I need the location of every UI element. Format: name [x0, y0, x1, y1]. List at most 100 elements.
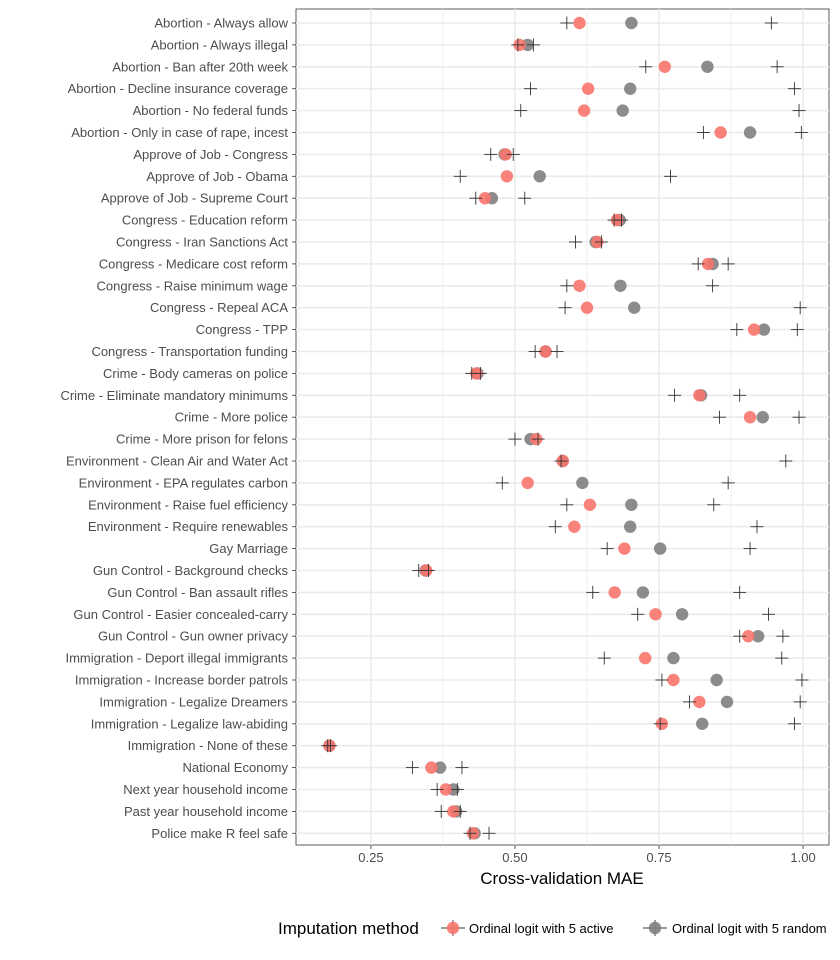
point-random[interactable] — [625, 16, 638, 30]
point-random[interactable] — [696, 717, 709, 730]
y-tick-label: Congress - Medicare cost reform — [99, 256, 288, 271]
category-marks — [586, 585, 747, 599]
x-axis-title: Cross-validation MAE — [480, 869, 643, 888]
category-marks — [453, 169, 678, 183]
category-marks — [321, 739, 338, 753]
x-tick-label: 0.25 — [358, 850, 383, 865]
legend-item-random[interactable]: Ordinal logit with 5 random — [643, 920, 827, 936]
point-active[interactable] — [658, 60, 671, 73]
point-active[interactable] — [638, 651, 652, 665]
point-active[interactable] — [667, 673, 680, 687]
legend-label-random: Ordinal logit with 5 random — [672, 921, 827, 936]
y-tick-label: Abortion - Decline insurance coverage — [68, 81, 288, 96]
point-active[interactable] — [649, 608, 662, 621]
legend-key-random-dot — [648, 921, 662, 935]
category-marks — [733, 629, 790, 643]
category-marks — [696, 126, 808, 139]
legend-label-active: Ordinal logit with 5 active — [469, 921, 614, 936]
point-random[interactable] — [751, 630, 765, 643]
point-active[interactable] — [714, 126, 727, 139]
y-tick-label: Abortion - Always illegal — [151, 37, 288, 52]
category-marks — [560, 498, 721, 512]
y-tick-label: Crime - More prison for felons — [116, 432, 288, 447]
point-active[interactable] — [743, 411, 757, 424]
point-random[interactable] — [433, 761, 447, 774]
point-random[interactable] — [710, 673, 723, 687]
point-random[interactable] — [628, 301, 641, 314]
point-random[interactable] — [625, 498, 638, 511]
point-random[interactable] — [616, 104, 629, 117]
point-random[interactable] — [533, 170, 546, 183]
x-tick-label: 0.50 — [502, 850, 527, 865]
point-random[interactable] — [614, 279, 627, 292]
point-active[interactable] — [568, 520, 581, 533]
point-random[interactable] — [675, 608, 689, 621]
grid — [296, 9, 829, 845]
y-tick-label: National Economy — [183, 760, 289, 775]
category-marks — [560, 279, 720, 293]
category-marks — [653, 717, 801, 731]
category-marks — [495, 476, 735, 490]
category-marks — [607, 213, 629, 227]
point-random[interactable] — [743, 126, 757, 139]
y-tick-label: Abortion - No federal funds — [133, 103, 289, 118]
legend: Imputation method Ordinal logit with 5 a… — [278, 919, 827, 938]
y-tick-label: Crime - More police — [175, 410, 288, 425]
point-active[interactable] — [439, 783, 453, 796]
legend-item-active[interactable]: Ordinal logit with 5 active — [441, 920, 614, 936]
point-active[interactable] — [608, 586, 621, 599]
category-marks — [639, 60, 784, 74]
point-active[interactable] — [618, 542, 631, 555]
category-marks — [713, 410, 806, 424]
point-active[interactable] — [742, 630, 755, 643]
point-active[interactable] — [539, 345, 552, 358]
point-active[interactable] — [581, 82, 595, 95]
y-tick-label: Gun Control - Easier concealed-carry — [73, 607, 288, 622]
category-marks — [528, 345, 564, 358]
point-random[interactable] — [757, 323, 771, 336]
category-marks — [524, 82, 801, 96]
point-active[interactable] — [500, 170, 514, 183]
y-tick-label: Environment - EPA regulates carbon — [79, 475, 288, 490]
point-active[interactable] — [573, 16, 586, 30]
x-tick-label: 1.00 — [790, 850, 815, 865]
point-random[interactable] — [756, 411, 769, 424]
point-active[interactable] — [521, 476, 534, 490]
category-marks — [668, 388, 747, 402]
y-tick-label: Environment - Require renewables — [88, 519, 289, 534]
point-active[interactable] — [478, 192, 492, 205]
point-random[interactable] — [701, 60, 714, 73]
point-active[interactable] — [425, 761, 438, 774]
point-random[interactable] — [636, 586, 650, 599]
category-marks — [691, 257, 735, 271]
point-active[interactable] — [447, 805, 460, 818]
y-tick-label: Environment - Raise fuel efficiency — [88, 497, 288, 512]
point-active[interactable] — [693, 389, 706, 402]
legend-title: Imputation method — [278, 919, 419, 938]
point-random[interactable] — [720, 695, 734, 709]
category-marks — [597, 651, 789, 665]
y-tick-label: Environment - Clean Air and Water Act — [66, 454, 288, 469]
point-random[interactable] — [667, 651, 680, 665]
point-active[interactable] — [577, 104, 591, 117]
y-tick-label: Abortion - Only in case of rape, incest — [71, 125, 288, 140]
point-random[interactable] — [576, 476, 589, 490]
point-active[interactable] — [573, 279, 586, 292]
point-active[interactable] — [747, 323, 761, 336]
point-random[interactable] — [624, 520, 637, 533]
point-active[interactable] — [580, 301, 594, 314]
point-active[interactable] — [583, 498, 597, 511]
y-tick-label: Crime - Eliminate mandatory minimums — [60, 388, 288, 403]
data-marks — [321, 16, 809, 840]
y-tick-label: Approve of Job - Obama — [146, 169, 288, 184]
point-active[interactable] — [693, 695, 706, 709]
category-marks — [558, 301, 807, 315]
y-axis-labels: Abortion - Always allow Abortion - Always… — [60, 16, 296, 841]
y-tick-label: Immigration - Deport illegal immigrants — [65, 651, 288, 666]
point-random[interactable] — [624, 82, 637, 95]
point-random[interactable] — [653, 542, 667, 555]
point-active[interactable] — [499, 148, 512, 161]
category-marks — [469, 191, 532, 205]
point-active[interactable] — [701, 257, 715, 271]
category-marks — [514, 104, 806, 118]
